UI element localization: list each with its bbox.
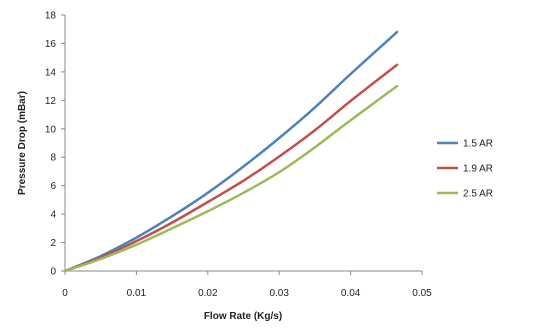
x-axis: 0 0.01 0.02 0.03 0.04 0.05 [62, 270, 432, 299]
legend: 1.5 AR 1.9 AR 2.5 AR [437, 139, 493, 200]
x-tick-label: 0.03 [269, 288, 289, 299]
legend-label-1: 1.9 AR [463, 164, 493, 175]
y-tick-label: 8 [50, 153, 56, 164]
y-tick-label: 18 [45, 11, 57, 22]
series-line-2 [63, 84, 399, 273]
y-axis-title: Pressure Drop (mBar) [17, 91, 28, 195]
y-tick-label: 10 [45, 124, 57, 135]
y-tick-label: 2 [50, 238, 56, 249]
x-tick-label: 0 [62, 288, 68, 299]
series-line-0 [63, 30, 399, 273]
y-tick-label: 16 [45, 39, 57, 50]
x-axis-title: Flow Rate (Kg/s) [204, 311, 282, 322]
x-tick-label: 0.05 [412, 288, 432, 299]
y-tick-label: 12 [45, 96, 57, 107]
series-lines [63, 30, 399, 273]
x-tick-label: 0.02 [198, 288, 218, 299]
y-axis: 0 2 4 6 8 10 12 14 16 18 [45, 11, 66, 278]
y-tick-label: 4 [50, 210, 56, 221]
y-tick-label: 14 [45, 67, 57, 78]
x-tick-label: 0.01 [127, 288, 147, 299]
y-tick-label: 0 [50, 267, 56, 278]
y-tick-label: 6 [50, 181, 56, 192]
legend-label-0: 1.5 AR [463, 139, 493, 150]
legend-label-2: 2.5 AR [463, 189, 493, 200]
series-line-1 [63, 63, 399, 273]
x-tick-label: 0.04 [341, 288, 361, 299]
